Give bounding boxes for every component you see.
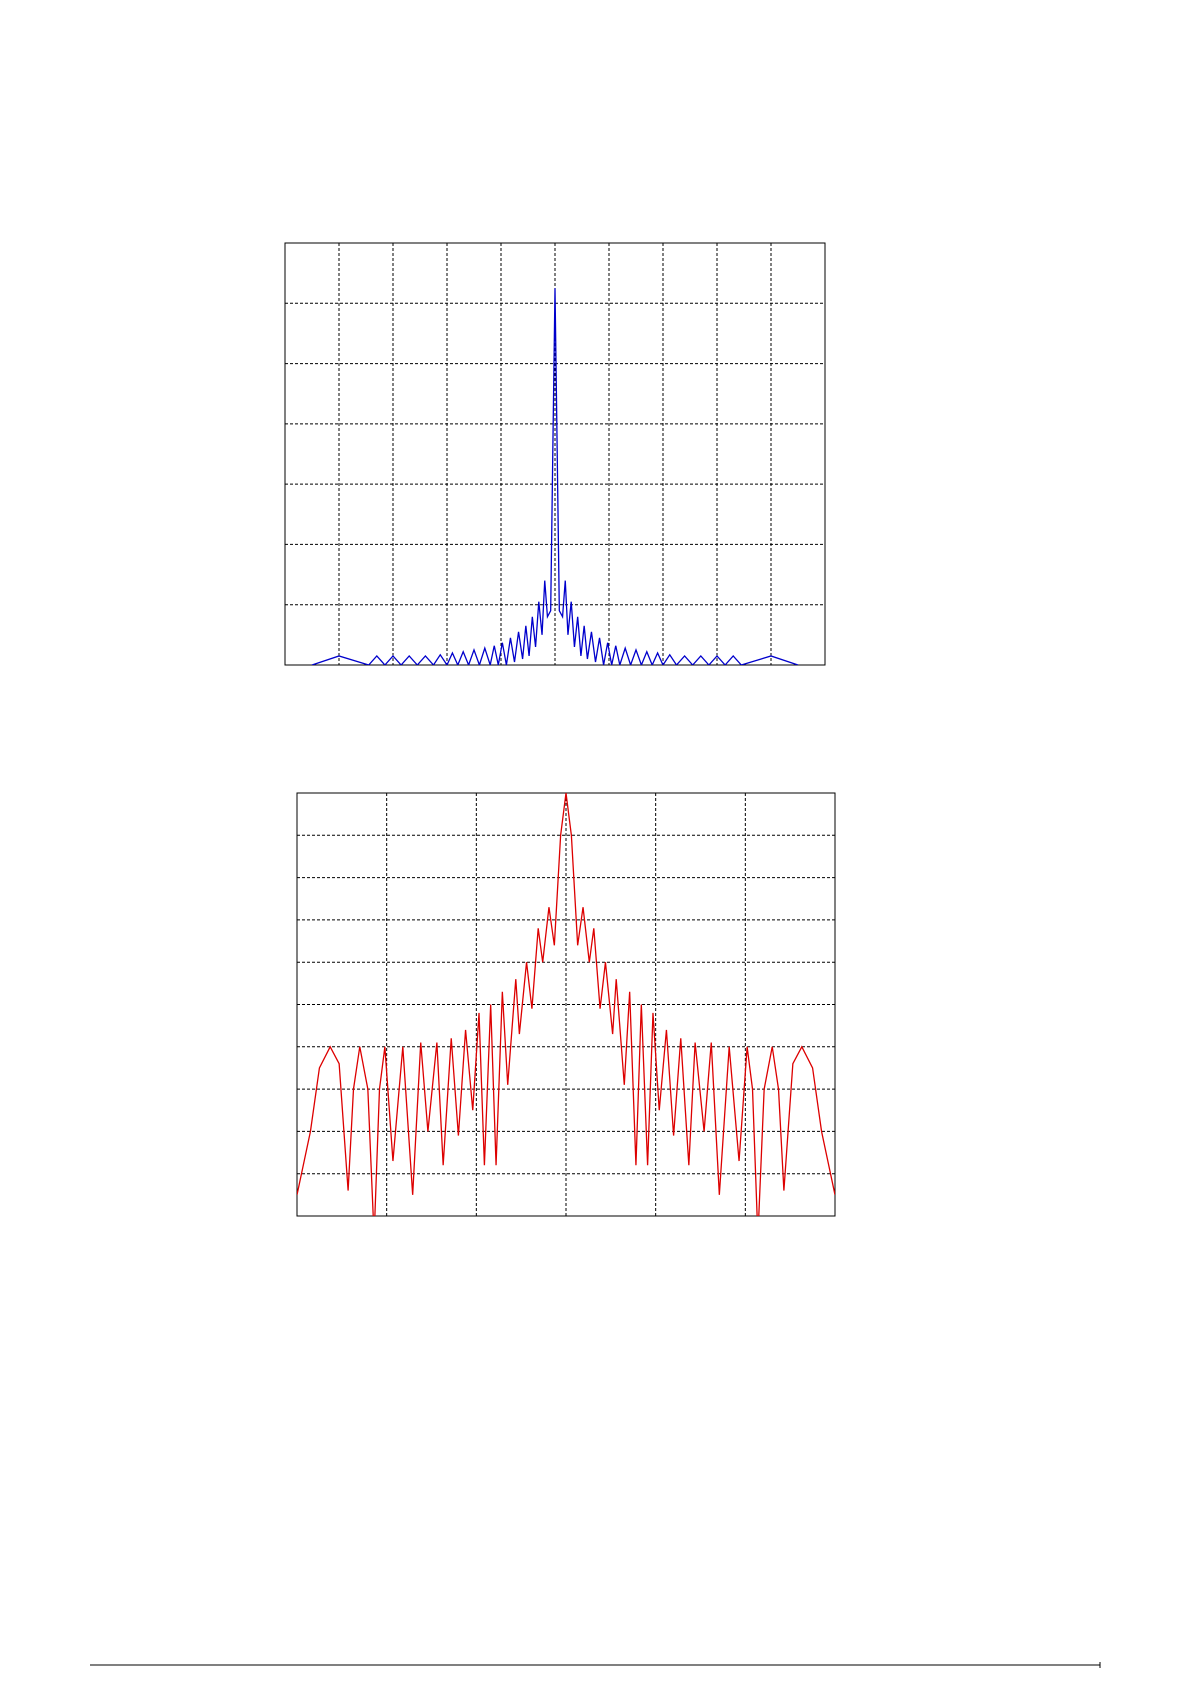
data-line	[297, 793, 835, 1216]
plot-frame	[284, 242, 826, 666]
chart	[284, 242, 826, 666]
data-line	[311, 288, 799, 665]
chart	[296, 792, 836, 1217]
